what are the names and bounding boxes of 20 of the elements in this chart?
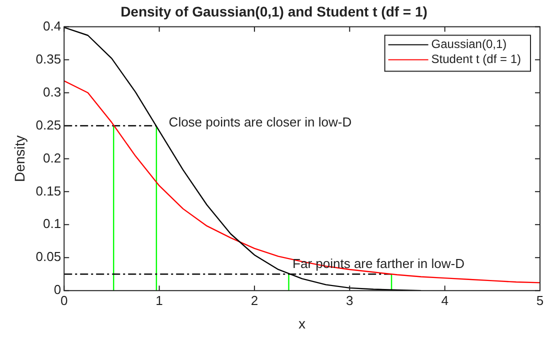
y-tick-label: 0.4 [43, 18, 62, 34]
y-tick-label: 0.25 [36, 117, 62, 132]
x-tick-label: 4 [441, 292, 448, 308]
y-tick-label: 0 [54, 282, 62, 298]
y-tick-label: 0.1 [43, 216, 62, 232]
x-tick-label: 2 [250, 292, 258, 308]
annotation: Close points are closer in low-D [168, 114, 352, 130]
y-axis-title: Density [11, 135, 28, 182]
x-tick-label: 5 [536, 292, 544, 308]
x-axis-title: x [298, 315, 306, 332]
legend-label: Gaussian(0,1) [431, 37, 507, 52]
y-tick-label: 0.2 [43, 150, 62, 166]
y-tick-label: 0.05 [36, 249, 62, 264]
x-tick-label: 3 [346, 292, 354, 308]
legend-label: Student t (df = 1) [431, 52, 522, 66]
x-tick-label: 1 [156, 292, 163, 308]
chart-title: Density of Gaussian(0,1) and Student t (df = 1) [120, 3, 428, 20]
y-tick-label: 0.35 [36, 51, 62, 66]
y-tick-label: 0.3 [43, 84, 62, 100]
y-tick-label: 0.15 [36, 183, 62, 198]
